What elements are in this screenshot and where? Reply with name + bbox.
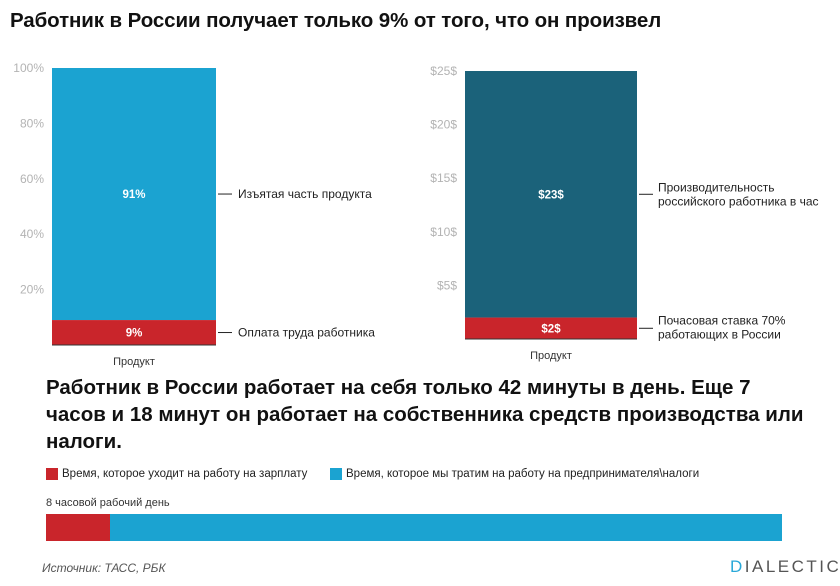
- category-label: Продукт: [530, 350, 572, 362]
- bar-worker-pay: [52, 320, 216, 345]
- y-tick-label: 60%: [20, 172, 44, 186]
- y-tick-label: $25$: [430, 64, 457, 78]
- annotation-hourly-rate: Почасовая ставка 70% работающих в России: [658, 313, 789, 341]
- legend-label-employer: Время, которое мы тратим на работу на пр…: [346, 468, 700, 480]
- category-label: Продукт: [113, 356, 155, 368]
- legend-label-salary: Время, которое уходит на работу на зарпл…: [62, 468, 308, 480]
- y-tick-label: 80%: [20, 116, 44, 130]
- y-tick-label: 100%: [13, 61, 44, 75]
- legend-item-employer: Время, которое мы тратим на работу на пр…: [330, 468, 699, 480]
- value-label-seized: 91%: [122, 189, 145, 201]
- workday-segment-salary: [46, 514, 111, 541]
- bar-productivity: [465, 71, 637, 318]
- annotation-productivity: Производительность российского работника…: [658, 180, 819, 208]
- legend-item-salary: Время, которое уходит на работу на зарпл…: [46, 468, 307, 480]
- workday-segment-employer: [110, 514, 782, 541]
- legend-swatch-red: [46, 468, 58, 480]
- left-chart: 20% 40% 60% 80% 100% 91% 9% Изъятая часть пр…: [13, 61, 375, 368]
- dialectic-logo: DIALECTIC: [730, 557, 840, 576]
- legend-swatch-blue: [330, 468, 342, 480]
- y-tick-label: $5$: [437, 278, 457, 292]
- source-note: Источник: ТАСС, РБК: [42, 561, 166, 575]
- right-chart: $5$ $10$ $15$ $20$ $25$ $23$ $2$ Производите…: [430, 64, 818, 362]
- y-tick-label: $10$: [430, 225, 457, 239]
- subtitle: Работник в России работает на себя тольк…: [46, 376, 804, 453]
- value-label-productivity: $23$: [538, 189, 564, 201]
- workday-bar-label: 8 часовой рабочий день: [46, 497, 170, 509]
- annotation-seized-part: Изъятая часть продукта: [238, 187, 372, 201]
- y-tick-label: $20$: [430, 118, 457, 132]
- y-tick-label: 40%: [20, 227, 44, 241]
- chart-title: Работник в России получает только 9% от …: [10, 9, 662, 32]
- value-label-pay: 9%: [126, 328, 143, 340]
- annotation-worker-pay: Оплата труда работника: [238, 326, 375, 340]
- y-tick-label: 20%: [20, 283, 44, 297]
- value-label-hourly-rate: $2$: [541, 323, 561, 335]
- bar-hourly-rate: [465, 317, 637, 339]
- workday-bar: [46, 514, 782, 541]
- y-tick-label: $15$: [430, 171, 457, 185]
- bar-seized-part: [52, 68, 216, 321]
